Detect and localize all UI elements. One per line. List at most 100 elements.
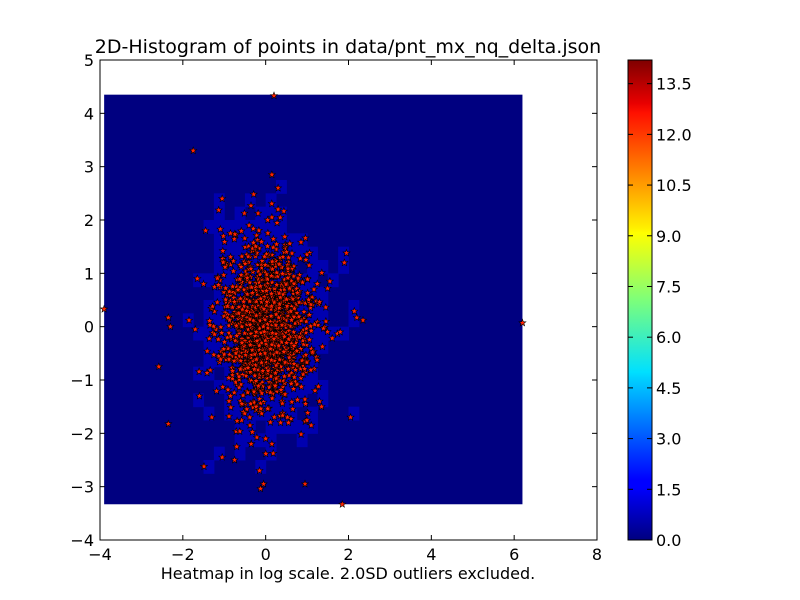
scatter-point <box>194 367 204 376</box>
scatter-point <box>248 427 257 436</box>
scatter-point <box>205 316 214 325</box>
heatmap-cell <box>348 406 360 421</box>
scatter-point <box>256 281 265 290</box>
scatter-point <box>261 260 270 269</box>
scatter-point <box>274 259 284 268</box>
scatter-point <box>232 416 242 425</box>
scatter-point <box>224 354 234 363</box>
scatter-point <box>234 372 244 381</box>
scatter-point <box>240 208 249 217</box>
scatter-point <box>268 448 278 458</box>
scatter-point <box>229 266 238 275</box>
scatter-point <box>240 409 250 418</box>
scatter-point <box>234 308 244 317</box>
x-axis-label: Heatmap in log scale. 2.0SD outliers exc… <box>161 564 535 583</box>
heatmap-cell <box>338 260 349 274</box>
scatter-point <box>164 419 173 428</box>
scatter-point <box>245 420 255 430</box>
scatter-point <box>255 270 265 279</box>
scatter-point <box>306 300 315 309</box>
scatter-point <box>278 399 287 408</box>
scatter-point <box>250 364 259 373</box>
scatter-point <box>256 294 265 303</box>
scatter-point <box>231 348 241 357</box>
scatter-point <box>240 233 250 243</box>
scatter-point <box>267 439 277 448</box>
heatmap-cell <box>244 433 256 448</box>
scatter-point <box>298 356 307 365</box>
scatter-point <box>236 270 246 279</box>
heatmap-cell <box>307 326 318 341</box>
heatmap-cell <box>213 260 225 274</box>
colorbar-tick-label: 10.5 <box>656 176 692 195</box>
heatmap-cell <box>265 220 277 234</box>
scatter-point <box>304 260 314 269</box>
scatter-point <box>308 347 317 356</box>
scatter-point <box>274 341 283 350</box>
scatter-point <box>224 396 234 405</box>
heatmap-cell <box>224 406 236 421</box>
heatmap-cell <box>234 406 246 421</box>
scatter-point <box>293 288 302 297</box>
scatter-point <box>272 218 282 227</box>
scatter-point <box>304 295 313 304</box>
x-tick-label: 4 <box>426 545 436 564</box>
colorbar-tick-label: 4.5 <box>656 379 681 398</box>
scatter-point <box>223 344 233 353</box>
scatter-point <box>302 357 312 367</box>
scatter-point <box>263 354 272 363</box>
heatmap-cell <box>244 380 256 394</box>
scatter-point <box>255 394 264 403</box>
scatter-point <box>260 252 269 261</box>
scatter-point <box>199 279 208 288</box>
heatmap-cell <box>296 420 308 434</box>
scatter-point <box>236 262 246 271</box>
scatter-point <box>226 402 236 412</box>
heatmap-cell <box>317 380 329 394</box>
scatter-point <box>193 274 202 283</box>
scatter-point <box>246 340 255 349</box>
y-tick-label: −2 <box>70 424 94 443</box>
heatmap-cell <box>193 393 205 408</box>
scatter-point <box>237 399 247 408</box>
scatter-point <box>267 257 277 266</box>
scatter-point <box>269 91 279 100</box>
y-tick-label: −4 <box>70 531 94 550</box>
scatter-point <box>251 376 261 385</box>
scatter-point <box>224 373 234 382</box>
scatter-point <box>282 294 291 303</box>
scatter-point <box>252 231 261 240</box>
scatter-point <box>267 170 277 179</box>
scatter-point <box>234 383 244 392</box>
scatter-point <box>289 341 299 350</box>
heatmap-cell <box>213 380 225 394</box>
scatter-point <box>220 237 229 246</box>
scatter-point <box>266 417 275 426</box>
heatmap-cell <box>296 433 308 448</box>
x-tick-label: −2 <box>171 545 195 564</box>
scatter-point <box>284 370 294 379</box>
heatmap-cell <box>307 260 318 274</box>
scatter-point <box>256 404 266 413</box>
heatmap-cell <box>213 246 225 261</box>
scatter-point <box>312 355 322 364</box>
scatter-point <box>306 420 316 429</box>
heatmap-cell <box>276 246 287 261</box>
heatmap-cell <box>276 220 287 234</box>
scatter-point <box>251 402 261 411</box>
heatmap-cell <box>203 273 215 288</box>
scatter-point <box>229 356 239 365</box>
scatter-point <box>241 259 250 268</box>
scatter-point <box>245 412 255 421</box>
scatter-point <box>208 302 217 311</box>
scatter-point <box>338 499 347 508</box>
scatter-point <box>298 277 307 287</box>
scatter-point <box>260 348 270 357</box>
scatter-point <box>296 429 306 438</box>
scatter-point <box>306 365 316 374</box>
heatmap-cell <box>307 313 318 328</box>
scatter-point <box>219 344 228 353</box>
scatter-point <box>246 201 256 210</box>
scatter-point <box>289 327 299 336</box>
scatter-point <box>293 395 302 404</box>
